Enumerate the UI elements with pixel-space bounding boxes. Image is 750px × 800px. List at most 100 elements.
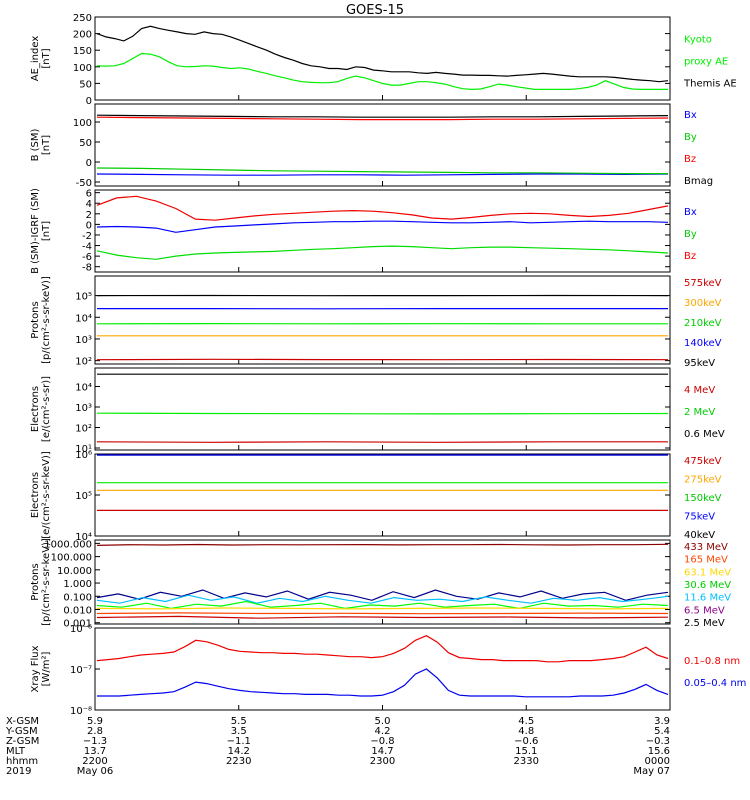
panel-frame xyxy=(94,539,671,625)
y-axis-label-line: B (SM) xyxy=(30,128,41,161)
legend-entry: 0.1–0.8 nm xyxy=(684,656,740,667)
y-axis-label: B (SM)[nT] xyxy=(30,128,52,161)
ytick-label: 10⁻⁸ xyxy=(70,706,92,717)
ytick-label: 10² xyxy=(75,424,92,435)
series-line-0 xyxy=(96,543,669,546)
legend-entry: Kyoto xyxy=(684,35,712,46)
panel-7: 0.001 0.010 0.100 1.000 10.000 100.000 1000.00… xyxy=(30,538,731,630)
x-value: −0.3 xyxy=(646,736,670,747)
panel-6: 10⁴ 10⁵ 10⁶ Electrons[e/(cm²-s-sr-keV)] 475k… xyxy=(30,450,722,543)
y-axis-label-line: [e/(cm²-s-sr-keV)] xyxy=(41,451,52,539)
ytick-label: 50 xyxy=(79,138,92,149)
x-value: 14.2 xyxy=(228,746,250,757)
plot-title: GOES-15 xyxy=(346,3,404,18)
ytick-label: -50 xyxy=(76,178,92,189)
y-axis-label-line: Electrons xyxy=(30,386,41,432)
ytick-label: 100.000 xyxy=(51,553,92,564)
series-line-1 xyxy=(96,412,669,415)
series-line-6 xyxy=(96,615,669,619)
legend-entry: By xyxy=(684,229,697,240)
y-axis-label-line: [nT] xyxy=(41,221,52,241)
legend-entry: 433 MeV xyxy=(684,542,728,553)
x-row-label: MLT xyxy=(6,746,26,757)
legend-entry: proxy AE xyxy=(684,57,728,68)
y-axis-label-line: [e/(cm²-s-sr)] xyxy=(41,376,52,442)
x-value: 5.9 xyxy=(87,716,103,727)
x-value: 5.0 xyxy=(375,716,391,727)
x-value: 2230 xyxy=(226,756,251,767)
x-value: 2330 xyxy=(514,756,539,767)
series-line-5 xyxy=(96,612,669,615)
ytick-label: 250 xyxy=(73,13,92,24)
series-line-0 xyxy=(96,220,669,233)
x-value: 4.8 xyxy=(518,726,534,737)
ytick-label: -6 xyxy=(82,252,92,263)
legend-entry: 11.6 MeV xyxy=(684,593,731,604)
ytick-label: 150 xyxy=(73,46,92,57)
ytick-label: 10⁶ xyxy=(75,450,92,461)
y-axis-label: Electrons[e/(cm²-s-sr-keV)] xyxy=(30,451,52,539)
panel-frame xyxy=(94,627,671,711)
x-row-label: Z-GSM xyxy=(6,736,39,747)
legend-entry: 2 MeV xyxy=(684,407,715,418)
series-line-2 xyxy=(96,594,669,604)
ytick-label: -8 xyxy=(82,263,92,274)
y-axis-label: Electrons[e/(cm²-s-sr)] xyxy=(30,376,52,442)
legend-entry: Bz xyxy=(684,154,696,165)
series-line-0 xyxy=(96,635,669,663)
y-axis-label-line: Protons xyxy=(30,301,41,338)
y-axis-label-line: Xray Flux xyxy=(30,645,41,692)
series-line-2 xyxy=(96,195,669,221)
panel-frame xyxy=(94,453,671,537)
y-axis-label: Protons[p/(cm²-s-sr-keV)] xyxy=(30,276,52,364)
ytick-label: 1000.000 xyxy=(44,539,92,550)
legend-entry: Bmag xyxy=(684,176,713,187)
y-axis-label-line: [nT] xyxy=(41,48,52,68)
y-axis-label-line: [nT] xyxy=(41,135,52,155)
series-line-3 xyxy=(96,114,669,118)
ytick-label: 50 xyxy=(79,79,92,90)
legend-entry: 275keV xyxy=(684,475,722,486)
legend-entry: 6.5 MeV xyxy=(684,605,725,616)
ytick-label: 0 xyxy=(86,220,92,231)
y-axis-label: Protons[p/(cm²-s-sr-keV)] xyxy=(30,538,52,626)
legend-entry: 140keV xyxy=(684,338,722,349)
ytick-label: 10² xyxy=(75,357,92,368)
y-axis-label-line: B (SM)-IGRF (SM) xyxy=(30,188,41,274)
legend-entry: By xyxy=(684,132,697,143)
series-line-1 xyxy=(96,589,669,601)
legend-entry: 95keV xyxy=(684,358,715,369)
x-value: −1.1 xyxy=(227,736,251,747)
ytick-label: 0.001 xyxy=(63,619,92,630)
legend-entry: 30.6 MeV xyxy=(684,580,731,591)
x-axis-annotation: X-GSM 5.9 5.5 5.0 4.5 3.9 Y-GSM 2.8 3.5 4.2 4.8 5.4… xyxy=(5,716,670,777)
x-value: 4.2 xyxy=(375,726,391,737)
ytick-label: 0 xyxy=(86,158,92,169)
x-row-label: hhmm xyxy=(6,756,38,767)
ytick-label: 0.010 xyxy=(63,605,92,616)
ytick-label: 100 xyxy=(73,63,92,74)
ytick-label: 0 xyxy=(86,96,92,107)
panel-8: 10⁻⁸ 10⁻⁷ 10⁻⁶ Xray Flux[W/m²] 0.1–0.8 nm 0.0… xyxy=(30,624,746,717)
series-line-3 xyxy=(96,600,669,610)
x-value: 4.5 xyxy=(518,716,534,727)
legend-entry: 2.5 MeV xyxy=(684,618,725,629)
ytick-label: 10⁻⁶ xyxy=(70,624,92,635)
x-value: 13.7 xyxy=(84,746,106,757)
legend-entry: 4 MeV xyxy=(684,385,715,396)
ytick-label: -2 xyxy=(82,231,92,242)
x-value: May 07 xyxy=(633,766,670,777)
ytick-label: 2 xyxy=(86,210,92,221)
x-value: 5.5 xyxy=(231,716,247,727)
x-value: 15.1 xyxy=(515,746,537,757)
x-value: May 06 xyxy=(77,766,114,777)
legend-entry: 75keV xyxy=(684,512,715,523)
panel-4: 10² 10³ 10⁴ 10⁵ Protons[p/(cm²-s-sr-keV)] 575… xyxy=(30,275,722,369)
legend-entry: 575keV xyxy=(684,278,722,289)
y-axis-label-line: AE_index xyxy=(30,36,41,82)
legend-entry: 150keV xyxy=(684,493,722,504)
series-line-2 xyxy=(96,116,669,121)
legend-entry: Bx xyxy=(684,110,697,121)
legend-entry: Bx xyxy=(684,207,697,218)
